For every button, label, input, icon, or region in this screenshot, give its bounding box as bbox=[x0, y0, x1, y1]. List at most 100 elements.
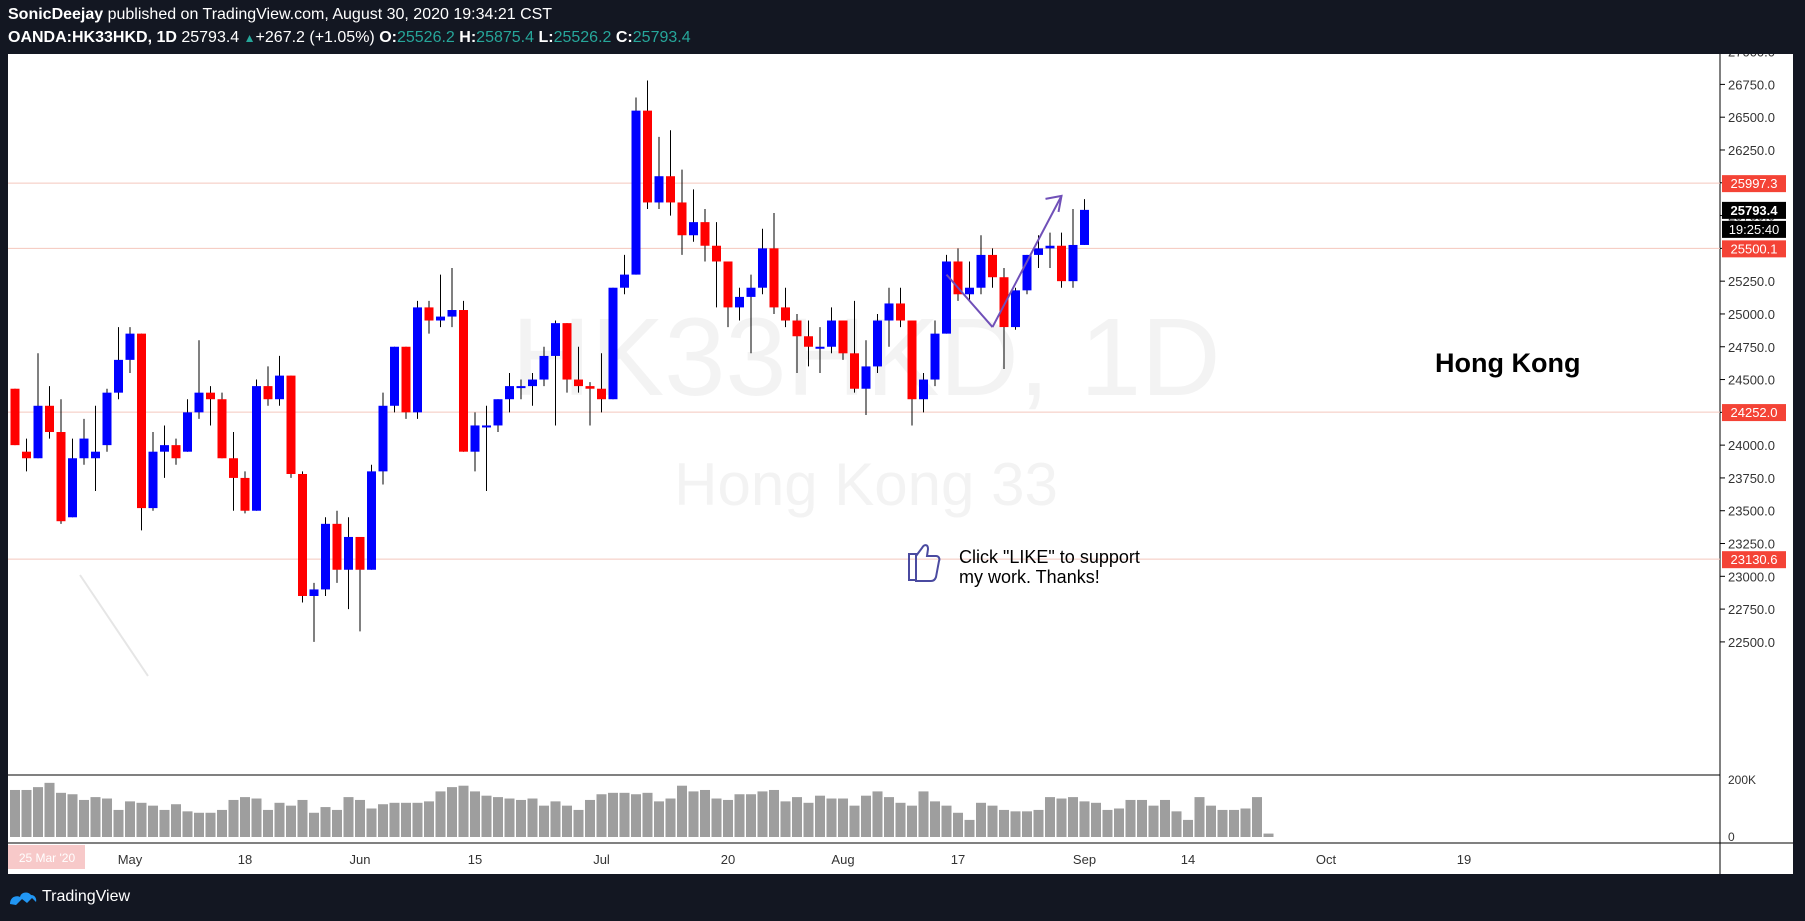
author-name[interactable]: SonicDeejay bbox=[8, 6, 104, 23]
volume-bar bbox=[389, 802, 400, 837]
volume-bar bbox=[665, 798, 676, 837]
volume-bar bbox=[251, 798, 262, 837]
y-tick-label: 24000.0 bbox=[1728, 438, 1775, 453]
volume-bar bbox=[470, 791, 480, 837]
candle-down bbox=[137, 333, 146, 509]
like-text-line2: my work. Thanks! bbox=[959, 567, 1100, 587]
volume-bar bbox=[631, 794, 641, 837]
volume-bar bbox=[1033, 809, 1044, 837]
thumbs-up-icon[interactable] bbox=[908, 544, 941, 582]
candle-up bbox=[654, 176, 664, 203]
watermark-name: Hong Kong 33 bbox=[674, 451, 1058, 518]
x-tick-label: 17 bbox=[951, 852, 965, 867]
volume-bar bbox=[1079, 801, 1090, 837]
volume-bar bbox=[976, 802, 986, 837]
volume-bar bbox=[102, 798, 112, 837]
footer-bar: TradingView bbox=[0, 874, 1805, 921]
y-tick-label: 24500.0 bbox=[1728, 373, 1775, 388]
volume-bar bbox=[263, 809, 273, 837]
volume-bar bbox=[67, 794, 78, 837]
candle-up bbox=[390, 346, 399, 406]
volume-bar bbox=[401, 802, 411, 837]
candle-down bbox=[286, 375, 296, 474]
volume-bar bbox=[585, 799, 595, 837]
volume-bar bbox=[90, 797, 101, 837]
candle-down bbox=[712, 245, 721, 262]
date-badge bbox=[8, 845, 85, 869]
volume-bar bbox=[1206, 805, 1216, 837]
candle-up bbox=[758, 248, 767, 288]
open-value: 25526.2 bbox=[396, 29, 455, 46]
candle-down bbox=[263, 386, 273, 400]
candle-up bbox=[493, 399, 503, 426]
candle-down bbox=[769, 248, 779, 308]
last-price-badge-text: 25793.4 bbox=[1731, 203, 1779, 218]
plot-area[interactable] bbox=[8, 54, 1793, 874]
volume-bar bbox=[21, 789, 32, 837]
y-tick-label: 26500.0 bbox=[1728, 110, 1775, 125]
candle-up bbox=[620, 274, 629, 288]
y-tick-label: 25000.0 bbox=[1728, 307, 1775, 322]
faint-arrow bbox=[79, 574, 149, 677]
candle-up bbox=[160, 445, 169, 452]
symbol-label[interactable]: OANDA:HK33HKD, 1D bbox=[8, 29, 177, 46]
candle-down bbox=[781, 307, 790, 321]
volume-bar bbox=[217, 809, 227, 837]
hong-kong-label: Hong Kong bbox=[1435, 348, 1580, 378]
volume-bar bbox=[746, 794, 756, 837]
volume-bar bbox=[619, 792, 630, 837]
candle-down bbox=[229, 458, 238, 478]
volume-bar bbox=[1240, 808, 1251, 837]
arrow-segment bbox=[991, 195, 1063, 328]
candle-down bbox=[723, 261, 733, 308]
volume-bar bbox=[803, 802, 814, 837]
candle-up bbox=[873, 320, 882, 367]
time-axis[interactable]: 20May18Jun15Jul20Aug17Sep14Oct19 bbox=[31, 852, 1471, 867]
tradingview-logo-icon[interactable] bbox=[8, 888, 38, 908]
volume-bar bbox=[343, 797, 354, 837]
volume-bar bbox=[1102, 809, 1113, 837]
up-triangle-icon: ▲ bbox=[243, 31, 256, 45]
chart-header: SonicDeejay published on TradingView.com… bbox=[0, 0, 1805, 54]
tradingview-brand[interactable]: TradingView bbox=[42, 888, 131, 905]
volume-bar bbox=[1148, 805, 1159, 837]
candle-down bbox=[45, 405, 54, 433]
volume-bar bbox=[1171, 811, 1182, 837]
candle-down bbox=[10, 388, 20, 446]
candle-up bbox=[1045, 245, 1055, 249]
volume-bar bbox=[861, 795, 871, 837]
volume-bar bbox=[44, 782, 55, 837]
candle-up bbox=[252, 386, 261, 511]
volume-bar bbox=[815, 795, 825, 837]
candle-up bbox=[689, 222, 698, 236]
volume-bar bbox=[1229, 809, 1239, 837]
candle-down bbox=[850, 353, 859, 389]
volume-bar bbox=[297, 799, 308, 837]
high-label: H: bbox=[459, 29, 477, 46]
volume-bar bbox=[136, 802, 147, 837]
volume-bar bbox=[1217, 809, 1228, 837]
volume-bar bbox=[539, 805, 549, 837]
volume-bar bbox=[320, 807, 331, 837]
candle-up bbox=[378, 405, 388, 472]
volume-bar bbox=[826, 798, 837, 837]
volume-bar bbox=[1183, 819, 1193, 837]
x-tick-label: 15 bbox=[468, 852, 482, 867]
candlesticks bbox=[10, 80, 1089, 642]
level-badge-text: 25500.1 bbox=[1731, 241, 1778, 256]
candle-down bbox=[907, 320, 917, 400]
y-tick-label: 25250.0 bbox=[1728, 274, 1775, 289]
candle-up bbox=[309, 589, 319, 596]
candle-down bbox=[804, 336, 813, 347]
candle-up bbox=[735, 296, 744, 308]
volume-bar bbox=[194, 812, 204, 837]
level-badge-text: 23130.6 bbox=[1731, 552, 1778, 567]
candle-up bbox=[413, 307, 422, 413]
horizontal-levels bbox=[8, 182, 1720, 560]
x-tick-label: Sep bbox=[1073, 852, 1096, 867]
annotation-arrow bbox=[79, 194, 1063, 677]
candle-up bbox=[930, 333, 940, 380]
volume-bar bbox=[907, 805, 917, 837]
y-tick-label: 22750.0 bbox=[1728, 602, 1775, 617]
